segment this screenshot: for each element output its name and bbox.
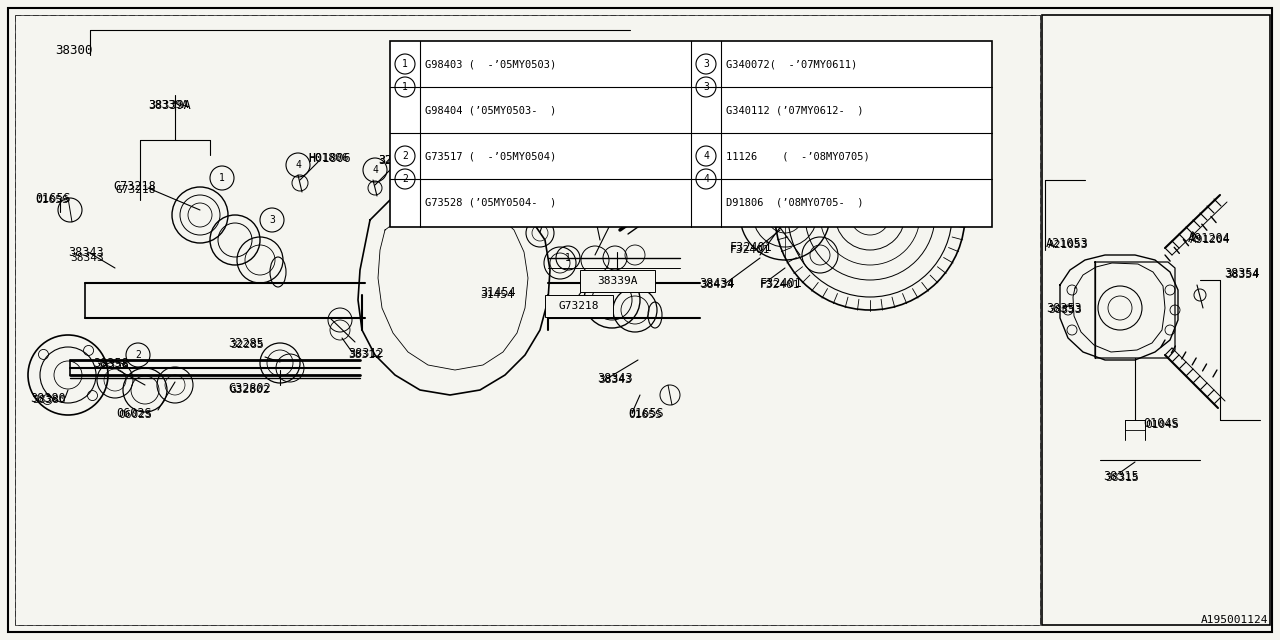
Text: 11126    (  -’08MY0705): 11126 ( -’08MY0705) xyxy=(726,151,869,161)
Text: 4: 4 xyxy=(703,151,709,161)
Text: 38315: 38315 xyxy=(1105,473,1139,483)
Text: A91204: A91204 xyxy=(1188,232,1231,244)
Text: G32802: G32802 xyxy=(230,385,270,395)
Text: G32802: G32802 xyxy=(228,381,271,394)
Text: 3: 3 xyxy=(269,215,275,225)
Text: 38104: 38104 xyxy=(662,72,698,84)
Bar xyxy=(545,295,613,317)
Bar xyxy=(390,41,992,227)
Text: 3: 3 xyxy=(703,82,709,92)
Text: 32103: 32103 xyxy=(378,154,413,166)
Text: 0165S: 0165S xyxy=(628,410,662,420)
Text: 38353: 38353 xyxy=(1048,305,1082,315)
Text: 38315: 38315 xyxy=(1103,470,1139,483)
Text: H01806: H01806 xyxy=(308,152,351,164)
Text: 38336: 38336 xyxy=(516,204,552,216)
Text: G98404 (’05MY0503-  ): G98404 (’05MY0503- ) xyxy=(425,105,557,115)
Text: 3: 3 xyxy=(703,59,709,69)
Text: G73218: G73218 xyxy=(559,301,599,311)
Text: A21053: A21053 xyxy=(1046,237,1089,250)
Text: G73528 (’05MY0504-  ): G73528 (’05MY0504- ) xyxy=(425,197,557,207)
Text: 38353: 38353 xyxy=(1046,301,1082,314)
Text: 38343: 38343 xyxy=(68,246,104,259)
Text: A21053: A21053 xyxy=(1048,240,1088,250)
Text: 0104S: 0104S xyxy=(1143,417,1179,429)
Text: 38343: 38343 xyxy=(70,253,104,263)
Text: 0104S: 0104S xyxy=(1146,420,1179,430)
Bar xyxy=(1042,15,1270,625)
Text: 38358: 38358 xyxy=(95,360,129,370)
Text: 0602S: 0602S xyxy=(118,410,152,420)
Text: 38380: 38380 xyxy=(29,392,65,404)
Text: F32401: F32401 xyxy=(730,241,773,253)
Text: 38434: 38434 xyxy=(700,280,733,290)
Text: 38339A: 38339A xyxy=(596,276,637,286)
Text: 1: 1 xyxy=(402,59,408,69)
Text: F32401: F32401 xyxy=(760,280,800,290)
Text: 1: 1 xyxy=(402,82,408,92)
Text: G98403 (  -’05MY0503): G98403 ( -’05MY0503) xyxy=(425,59,557,69)
Bar xyxy=(660,75,780,103)
Bar xyxy=(580,270,655,292)
Text: G340072(  -’07MY0611): G340072( -’07MY0611) xyxy=(726,59,858,69)
Text: 38343: 38343 xyxy=(596,371,632,385)
Text: G73517 (  -’05MY0504): G73517 ( -’05MY0504) xyxy=(425,151,557,161)
Text: 4: 4 xyxy=(296,160,301,170)
Text: 38343: 38343 xyxy=(598,375,632,385)
Text: 38104: 38104 xyxy=(703,83,737,95)
Text: 38358: 38358 xyxy=(93,356,128,369)
Text: G33009: G33009 xyxy=(564,182,605,192)
Text: 32295: 32295 xyxy=(607,202,643,214)
Text: 2: 2 xyxy=(402,151,408,161)
Text: G73218: G73218 xyxy=(115,185,155,195)
Text: 38354: 38354 xyxy=(1224,266,1260,280)
Text: 32285: 32285 xyxy=(230,340,264,350)
Text: 38312: 38312 xyxy=(348,350,381,360)
Text: 38339A: 38339A xyxy=(148,100,188,110)
Text: 1: 1 xyxy=(219,173,225,183)
Text: 32285: 32285 xyxy=(228,337,264,349)
Bar xyxy=(15,15,1039,625)
Text: 0165S: 0165S xyxy=(35,191,70,205)
Text: D91806  (’08MY0705-  ): D91806 (’08MY0705- ) xyxy=(726,197,864,207)
Text: G33009: G33009 xyxy=(564,179,607,193)
Text: 32103: 32103 xyxy=(378,155,412,165)
Text: 38300: 38300 xyxy=(55,44,92,56)
Bar xyxy=(15,15,1039,625)
Text: 0602S: 0602S xyxy=(116,406,151,419)
Text: 38354: 38354 xyxy=(1225,270,1258,280)
Text: 0165S: 0165S xyxy=(628,406,663,419)
Text: H01806: H01806 xyxy=(308,153,348,163)
Text: 31454: 31454 xyxy=(480,285,516,298)
Text: 38312: 38312 xyxy=(348,346,384,360)
Text: 31454: 31454 xyxy=(480,290,513,300)
Text: G340112 (’07MY0612-  ): G340112 (’07MY0612- ) xyxy=(726,105,864,115)
Text: F32401: F32401 xyxy=(760,276,803,289)
Text: G73218: G73218 xyxy=(113,179,156,193)
Text: 38339A: 38339A xyxy=(148,99,191,111)
Text: A91204: A91204 xyxy=(1190,235,1230,245)
Text: 2: 2 xyxy=(136,350,141,360)
Text: A195001124: A195001124 xyxy=(1201,615,1268,625)
Text: 38336: 38336 xyxy=(520,207,554,217)
Text: 4: 4 xyxy=(703,174,709,184)
Text: 4: 4 xyxy=(372,165,378,175)
Text: 2: 2 xyxy=(402,174,408,184)
Text: 0165S: 0165S xyxy=(35,195,69,205)
Text: 1: 1 xyxy=(564,253,571,263)
Text: F32401: F32401 xyxy=(730,245,771,255)
Text: 38380: 38380 xyxy=(32,395,65,405)
Text: 32295: 32295 xyxy=(608,205,641,215)
Text: 38434: 38434 xyxy=(699,276,735,289)
